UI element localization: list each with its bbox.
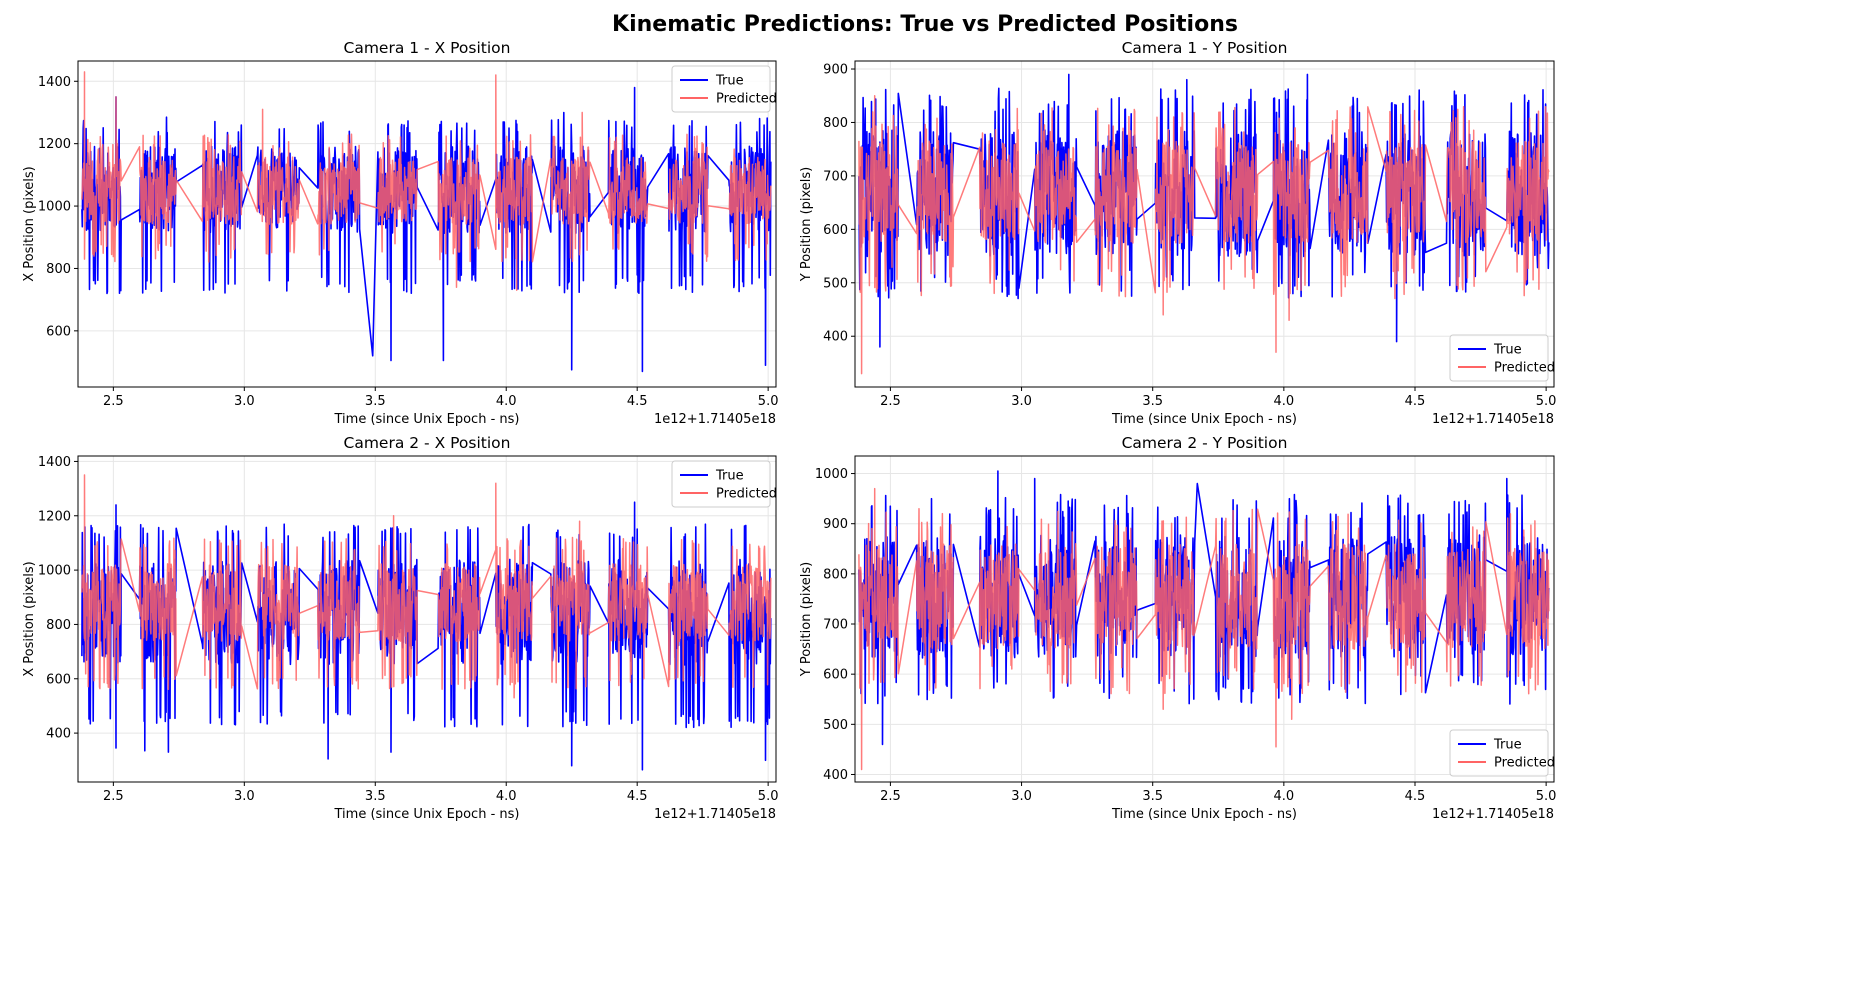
legend: True Predicted [671, 65, 777, 113]
y-tick-label: 1000 [38, 564, 71, 579]
legend-label-predicted: Predicted [1494, 756, 1555, 771]
y-tick-label: 800 [46, 262, 71, 277]
axes-frame [854, 455, 1555, 783]
y-tick-label: 700 [823, 618, 848, 633]
subplot-title: Camera 2 - X Position [344, 434, 511, 452]
x-tick-label: 3.5 [365, 394, 386, 409]
y-tick-label: 600 [823, 668, 848, 683]
x-axis-label: Time (since Unix Epoch - ns) [1111, 412, 1297, 427]
y-tick-label: 500 [823, 276, 848, 291]
figure-title: Kinematic Predictions: True vs Predicted… [612, 12, 1238, 37]
series-line-true [858, 470, 1550, 746]
x-offset-text: 1e12+1.71405e18 [1432, 412, 1554, 427]
legend-label-true: True [715, 74, 744, 89]
series-line-predicted [858, 487, 1550, 771]
y-tick-label: 1000 [38, 200, 71, 215]
y-tick-label: 1200 [38, 509, 71, 524]
x-axis-label: Time (since Unix Epoch - ns) [334, 412, 520, 427]
x-tick-label: 2.5 [103, 789, 124, 804]
y-axis-label: Y Position (pixels) [799, 167, 814, 283]
x-tick-label: 4.0 [1273, 394, 1294, 409]
y-tick-label: 1400 [38, 455, 71, 470]
legend-box [671, 460, 771, 508]
x-tick-label: 4.0 [1273, 789, 1294, 804]
series-line-predicted [81, 71, 772, 292]
y-tick-label: 900 [823, 517, 848, 532]
x-offset-text: 1e12+1.71405e18 [654, 807, 776, 822]
axes-frame [77, 60, 777, 388]
y-tick-label: 1000 [815, 467, 848, 482]
axes-frame [854, 60, 1555, 388]
y-tick-label: 900 [823, 63, 848, 78]
legend-label-true: True [715, 469, 744, 484]
y-tick-label: 400 [823, 768, 848, 783]
y-tick-label: 800 [46, 618, 71, 633]
x-tick-label: 4.5 [627, 394, 648, 409]
y-tick-label: 800 [823, 567, 848, 582]
y-axis-label: X Position (pixels) [22, 561, 37, 676]
series-line-predicted [858, 94, 1550, 375]
x-tick-label: 4.5 [1405, 789, 1426, 804]
x-tick-label: 3.5 [1142, 789, 1163, 804]
x-tick-label: 3.5 [1142, 394, 1163, 409]
y-tick-label: 600 [46, 672, 71, 687]
chart-camera2-y: Camera 2 - Y Position 2.5 3.0 3.5 4.0 4.5 5.0 4… [799, 434, 1557, 822]
legend: True Predicted [1449, 729, 1555, 777]
x-tick-label: 5.0 [758, 394, 779, 409]
y-tick-label: 700 [823, 169, 848, 184]
x-offset-text: 1e12+1.71405e18 [654, 412, 776, 427]
x-tick-label: 2.5 [103, 394, 124, 409]
chart-camera1-y: Camera 1 - Y Position 2.5 3.0 3.5 4.0 4.5 5.0 4… [799, 39, 1557, 427]
x-tick-label: 4.0 [496, 394, 517, 409]
x-tick-label: 5.0 [1536, 394, 1557, 409]
y-tick-label: 600 [46, 324, 71, 339]
x-tick-label: 4.0 [496, 789, 517, 804]
x-tick-label: 3.0 [234, 789, 255, 804]
x-tick-label: 2.5 [880, 789, 901, 804]
legend-label-true: True [1493, 738, 1522, 753]
y-tick-label: 400 [823, 330, 848, 345]
x-tick-label: 3.0 [1011, 394, 1032, 409]
chart-camera1-x: Camera 1 - X Position 2.5 3.0 3.5 4.0 4.5 5.0 6… [22, 39, 779, 427]
y-tick-label: 1200 [38, 137, 71, 152]
x-axis-label: Time (since Unix Epoch - ns) [334, 807, 520, 822]
x-tick-label: 2.5 [880, 394, 901, 409]
y-tick-label: 500 [823, 718, 848, 733]
series-line-predicted [81, 474, 772, 699]
legend: True Predicted [1449, 334, 1555, 382]
legend-box [1449, 729, 1549, 777]
y-tick-label: 400 [46, 727, 71, 742]
legend-box [1449, 334, 1549, 382]
series-line-true [81, 501, 772, 771]
x-tick-label: 3.5 [365, 789, 386, 804]
chart-camera2-x: Camera 2 - X Position 2.5 3.0 3.5 4.0 4.5 5.0 4… [22, 434, 779, 822]
y-tick-label: 800 [823, 116, 848, 131]
series-line-true [81, 86, 772, 373]
legend-label-predicted: Predicted [716, 487, 777, 502]
x-tick-label: 4.5 [627, 789, 648, 804]
legend-label-predicted: Predicted [1494, 361, 1555, 376]
axes-frame [77, 455, 777, 783]
x-tick-label: 4.5 [1405, 394, 1426, 409]
legend-label-predicted: Predicted [716, 92, 777, 107]
y-axis-label: Y Position (pixels) [799, 562, 814, 678]
y-axis-label: X Position (pixels) [22, 166, 37, 281]
legend: True Predicted [671, 460, 777, 508]
x-offset-text: 1e12+1.71405e18 [1432, 807, 1554, 822]
x-tick-label: 3.0 [234, 394, 255, 409]
x-axis-label: Time (since Unix Epoch - ns) [1111, 807, 1297, 822]
legend-box [671, 65, 771, 113]
x-tick-label: 3.0 [1011, 789, 1032, 804]
y-tick-label: 1400 [38, 75, 71, 90]
y-tick-label: 600 [823, 223, 848, 238]
series-line-true [858, 73, 1550, 348]
grid [855, 61, 1554, 387]
legend-label-true: True [1493, 343, 1522, 358]
x-tick-label: 5.0 [1536, 789, 1557, 804]
x-tick-label: 5.0 [758, 789, 779, 804]
subplot-title: Camera 1 - X Position [344, 39, 511, 57]
subplot-title: Camera 2 - Y Position [1122, 434, 1288, 452]
subplot-title: Camera 1 - Y Position [1122, 39, 1288, 57]
